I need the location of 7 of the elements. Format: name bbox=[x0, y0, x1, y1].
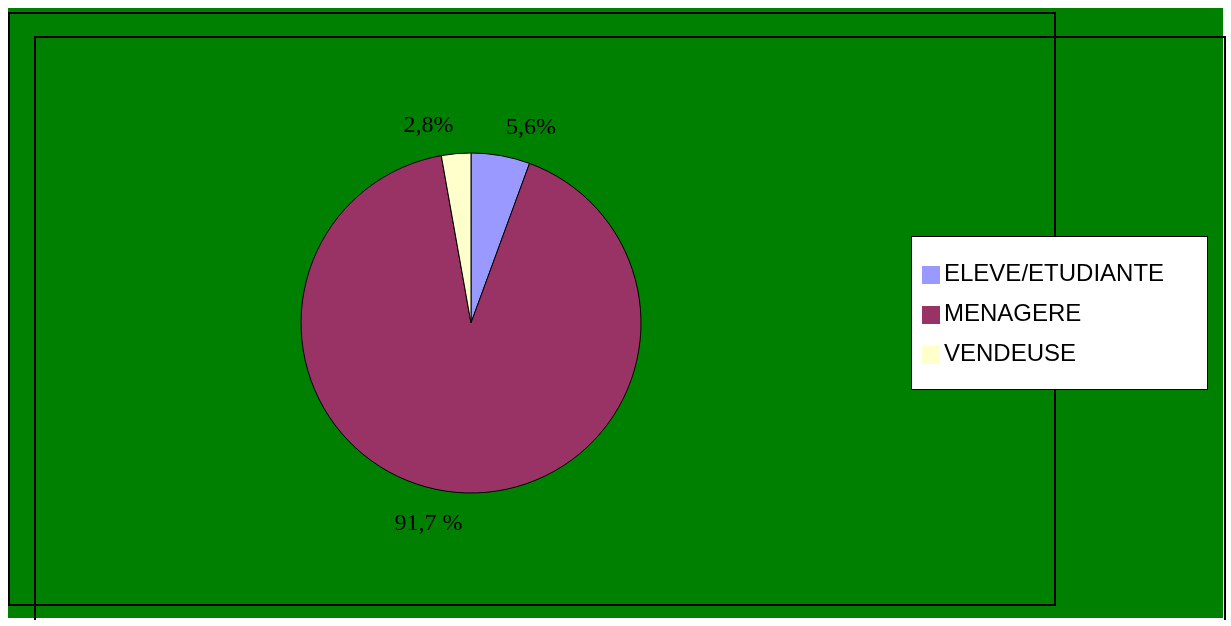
legend-label: ELEVE/ETUDIANTE bbox=[944, 259, 1165, 286]
data-label: 5,6% bbox=[505, 113, 556, 140]
legend-label: MENAGERE bbox=[944, 299, 1082, 326]
data-label: 2,8% bbox=[403, 110, 454, 137]
data-label: 91,7 % bbox=[394, 509, 463, 536]
legend-label: VENDEUSE bbox=[944, 339, 1077, 366]
pie-slice bbox=[300, 155, 642, 494]
